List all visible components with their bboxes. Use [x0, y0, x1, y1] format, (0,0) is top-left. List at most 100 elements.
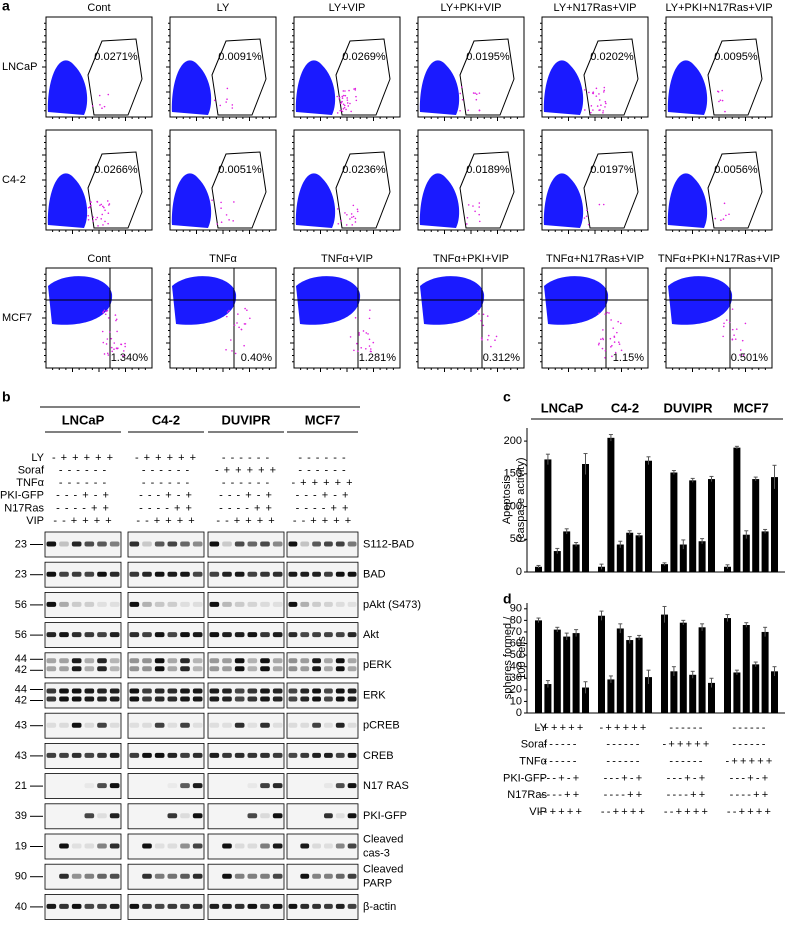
band — [312, 722, 321, 728]
bar — [598, 615, 605, 713]
blot-box — [44, 894, 122, 920]
bar — [724, 566, 731, 572]
blot-box — [44, 743, 122, 769]
event-dot — [219, 104, 222, 107]
band — [347, 783, 357, 789]
event-dot — [107, 212, 110, 215]
condition-title: TNFα+PKI+N17Ras+VIP — [658, 253, 780, 265]
event-dot — [599, 109, 601, 111]
blot-label: β-actin — [363, 901, 396, 913]
gate — [87, 38, 143, 116]
event-dot — [372, 341, 375, 344]
bar — [771, 477, 778, 572]
band — [84, 601, 95, 607]
blot-box — [127, 682, 205, 709]
band — [142, 658, 152, 664]
band — [247, 722, 258, 728]
y-tick-label: 50 — [510, 533, 522, 545]
band — [84, 696, 95, 702]
bar — [645, 460, 652, 572]
band — [180, 541, 190, 547]
event-dot — [115, 318, 118, 321]
bar — [616, 628, 624, 713]
y-tick-label: 50 — [510, 649, 522, 661]
y-tick-label: 0 — [516, 566, 522, 578]
row-label: C4-2 — [2, 174, 26, 186]
gate — [583, 151, 639, 229]
band — [167, 688, 178, 694]
event-dot — [103, 353, 106, 355]
event-dot — [240, 328, 243, 331]
band — [324, 658, 333, 664]
event-dot — [588, 91, 590, 94]
band — [234, 632, 245, 638]
band — [209, 666, 220, 672]
band — [300, 601, 310, 607]
band — [97, 783, 107, 789]
bar — [607, 437, 615, 572]
bar — [626, 532, 634, 572]
band — [335, 666, 345, 672]
treatment-label: LY — [31, 452, 44, 464]
band — [84, 843, 95, 849]
band — [209, 688, 220, 694]
band — [288, 696, 298, 702]
band — [154, 666, 165, 672]
event-dot — [604, 356, 606, 359]
quadrant-percent: 0.40% — [241, 352, 272, 364]
event-dot — [490, 345, 492, 348]
band — [234, 722, 245, 728]
band — [154, 752, 165, 758]
band — [46, 696, 57, 702]
treatment-signs: - - - - - - — [59, 465, 107, 477]
treatment-signs: --++++ — [601, 806, 647, 818]
mw-marker: 44 — [15, 683, 27, 695]
cell-cloud — [47, 173, 88, 228]
band — [167, 666, 178, 672]
event-dot — [370, 348, 372, 350]
band — [260, 752, 270, 758]
event-dot — [718, 100, 720, 103]
band — [288, 722, 298, 728]
bar — [553, 551, 561, 572]
event-dot — [220, 201, 222, 204]
mw-marker: 21 — [15, 780, 27, 792]
event-dot — [249, 317, 251, 320]
band — [288, 903, 298, 909]
event-dot — [356, 350, 359, 352]
band — [46, 601, 57, 607]
band — [97, 873, 107, 879]
band — [260, 666, 270, 672]
treatment-signs: - - - + - + — [56, 490, 110, 502]
band — [180, 752, 190, 758]
gate-percent: 0.0269% — [342, 51, 386, 63]
event-dot — [611, 355, 613, 358]
band — [154, 571, 165, 577]
band — [335, 813, 345, 819]
event-dot — [100, 218, 103, 220]
event-dot — [352, 215, 355, 218]
band — [109, 873, 120, 879]
event-dot — [232, 220, 234, 222]
cell-cloud — [295, 173, 336, 228]
event-dot — [486, 338, 489, 341]
y-tick-label: 30 — [510, 672, 522, 684]
band — [209, 601, 220, 607]
blot-box — [207, 894, 285, 920]
band — [59, 843, 69, 849]
band — [180, 666, 190, 672]
event-dot — [356, 210, 359, 213]
event-dot — [340, 109, 342, 112]
band — [167, 541, 178, 547]
cell-cloud — [47, 60, 88, 115]
y-tick-label: 70 — [510, 626, 522, 638]
event-dot — [344, 90, 346, 92]
event-dot — [367, 333, 369, 335]
event-dot — [723, 202, 726, 205]
blot-label: S112-BAD — [363, 538, 414, 550]
blot-label: CREB — [363, 750, 394, 762]
bar — [679, 544, 687, 572]
band — [180, 571, 190, 577]
event-dot — [603, 91, 605, 93]
event-dot — [102, 341, 105, 344]
